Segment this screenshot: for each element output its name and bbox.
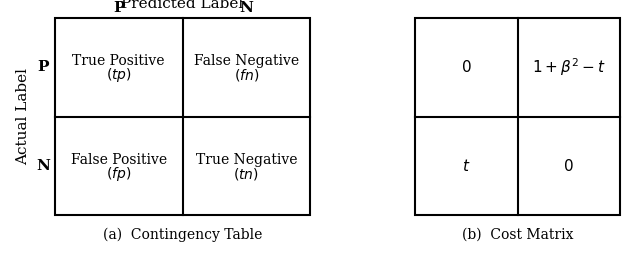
Text: $(tp)$: $(tp)$ (106, 66, 132, 84)
Text: P: P (113, 1, 125, 15)
Text: $(tn)$: $(tn)$ (234, 166, 259, 182)
Text: True Positive: True Positive (72, 54, 165, 68)
Text: P: P (37, 60, 49, 74)
Text: (a)  Contingency Table: (a) Contingency Table (103, 228, 262, 242)
Text: False Positive: False Positive (70, 153, 167, 167)
Text: (b)  Cost Matrix: (b) Cost Matrix (461, 228, 573, 242)
Bar (415, 18, 620, 215)
Text: Actual Label: Actual Label (16, 68, 30, 165)
Text: True Negative: True Negative (195, 153, 297, 167)
Text: $(fn)$: $(fn)$ (234, 67, 259, 83)
Text: $0$: $0$ (563, 158, 574, 174)
Text: Predicted Label: Predicted Label (122, 0, 244, 11)
Text: N: N (36, 159, 50, 173)
Text: N: N (239, 1, 253, 15)
Text: $(fp)$: $(fp)$ (106, 165, 131, 183)
Text: $0$: $0$ (461, 59, 472, 75)
Text: False Negative: False Negative (194, 54, 299, 68)
Text: $t$: $t$ (462, 158, 470, 174)
Bar (55, 18, 310, 215)
Text: $1 + \beta^2 - t$: $1 + \beta^2 - t$ (532, 56, 605, 78)
